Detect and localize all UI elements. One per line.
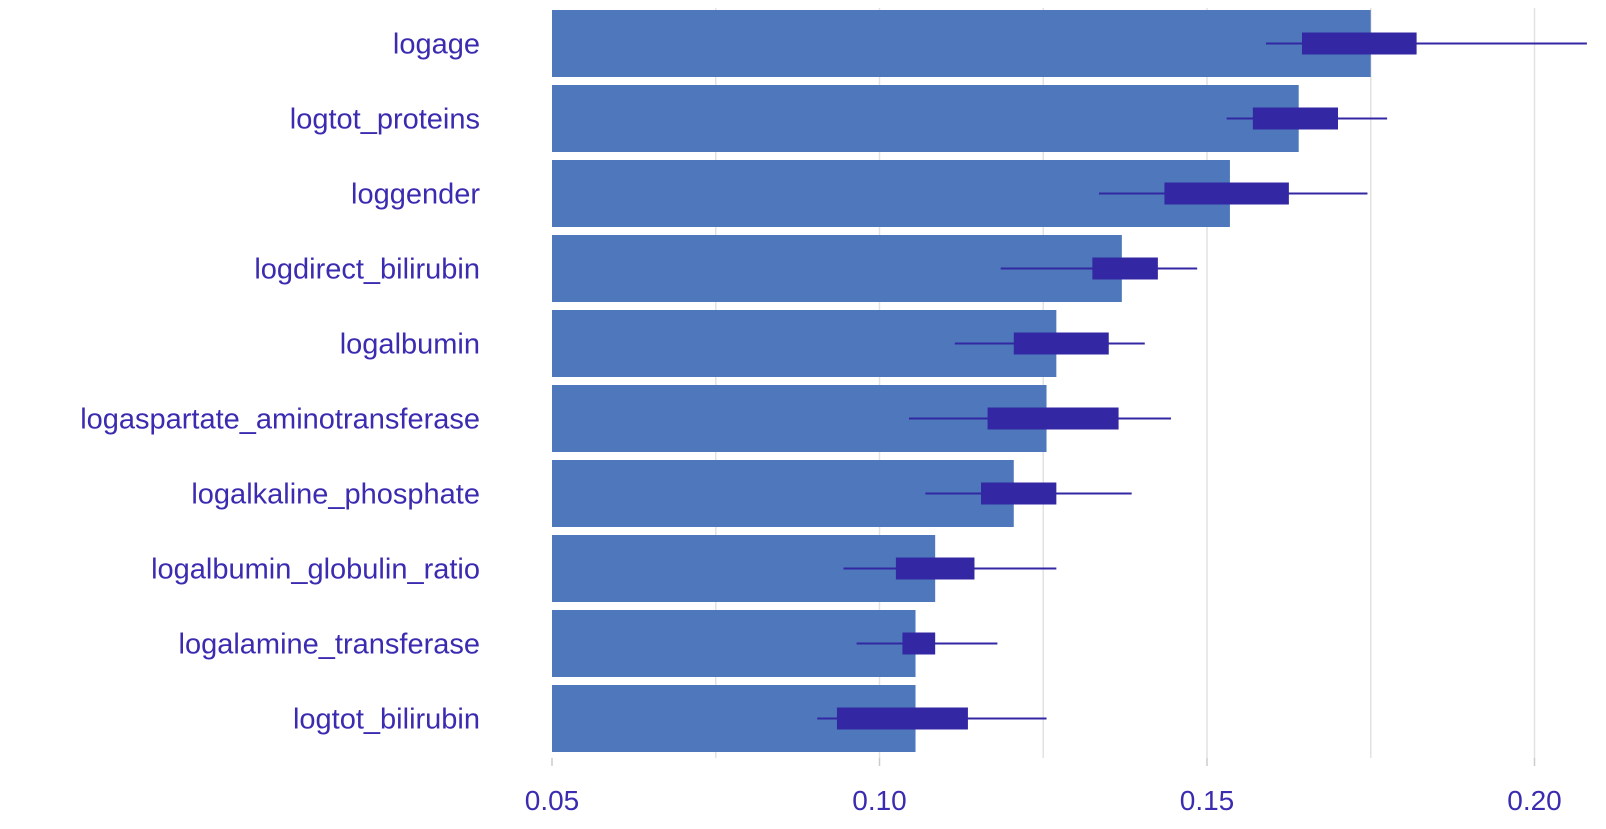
x-tick-layer: 0.05 0.10 0.15 0.20 (525, 758, 1562, 816)
category-label: logalbumin_globulin_ratio (151, 554, 480, 586)
interval-layer (817, 32, 1587, 730)
interval-box-logtot_bilirubin (836, 707, 968, 730)
category-label: logtot_bilirubin (293, 704, 480, 736)
interval-box-logalbumin_globulin_ratio (895, 557, 975, 580)
category-label: logalamine_transferase (179, 629, 480, 661)
category-label: logalkaline_phosphate (191, 479, 480, 511)
interval-box-logalamine_transferase (902, 632, 936, 655)
x-tick-label: 0.10 (852, 785, 907, 816)
interval-box-logtot_proteins (1252, 107, 1338, 130)
bar-logage (552, 10, 1371, 77)
interval-box-logalkaline_phosphate (981, 482, 1057, 505)
interval-box-logalbumin (1013, 332, 1109, 355)
interval-box-logage (1301, 32, 1417, 55)
interval-box-logdirect_bilirubin (1092, 257, 1158, 280)
category-label: logaspartate_aminotransferase (80, 404, 480, 436)
category-label: loggender (351, 179, 480, 211)
bar-layer (552, 10, 1371, 752)
interval-box-logaspartate_aminotransferase (987, 407, 1119, 430)
interval-box-loggender (1164, 182, 1289, 205)
category-label: logage (393, 29, 480, 61)
x-tick-label: 0.15 (1180, 785, 1235, 816)
x-tick-label: 0.05 (525, 785, 580, 816)
bar-logalamine_transferase (552, 610, 916, 677)
category-label: logtot_proteins (290, 104, 480, 136)
category-label: logdirect_bilirubin (254, 254, 480, 286)
bar-logtot_proteins (552, 85, 1299, 152)
category-label: logalbumin (340, 329, 480, 361)
x-tick-label: 0.20 (1507, 785, 1562, 816)
category-label-layer: logage logtot_proteins loggender logdirect_… (80, 29, 480, 736)
